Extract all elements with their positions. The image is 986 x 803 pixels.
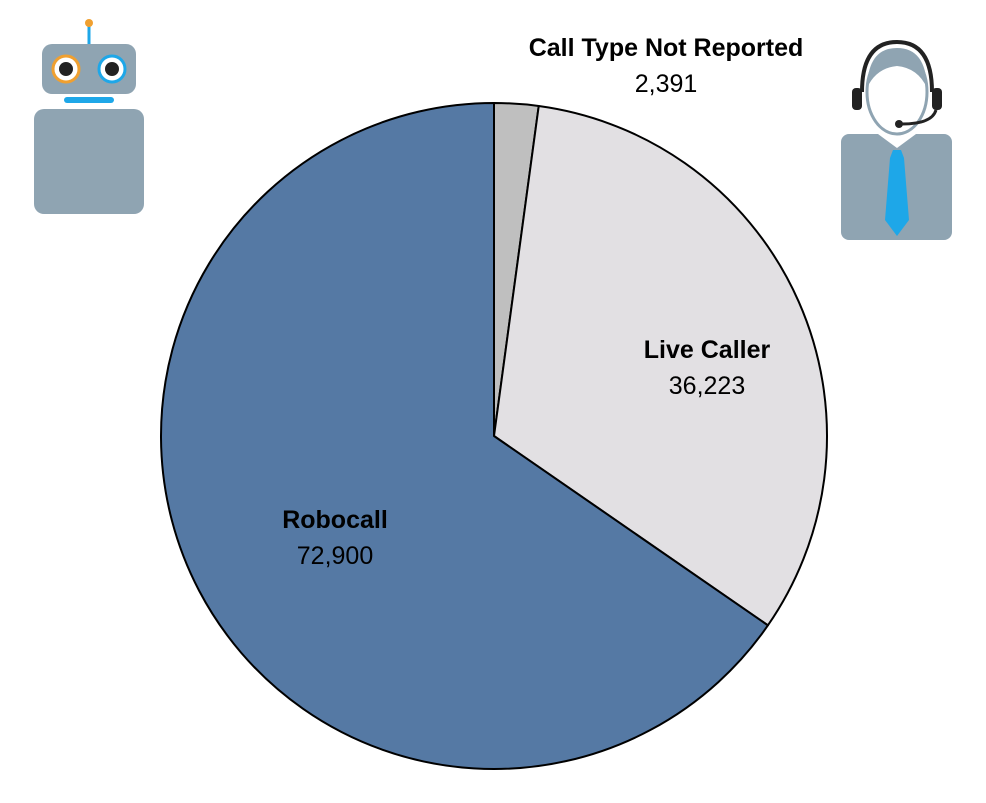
slice-value: 72,900: [296, 542, 374, 570]
slice-label-robocall: Robocall 72,900: [282, 502, 388, 574]
slice-value: 2,391: [634, 70, 698, 98]
slice-label-live-caller: Live Caller 36,223: [644, 332, 770, 404]
pie-slice-live-caller: [493, 105, 828, 627]
robot-icon: [34, 19, 144, 214]
slice-value: 36,223: [668, 372, 746, 400]
slice-label-call-type-not-reported: Call Type Not Reported 2,391: [529, 30, 804, 102]
pie-slices: [160, 102, 828, 770]
pie-slice-robocall: [160, 102, 769, 770]
slice-name: Live Caller: [643, 336, 771, 364]
headset-agent-icon: [841, 39, 952, 240]
slice-name: Robocall: [282, 506, 388, 534]
slice-name: Call Type Not Reported: [528, 34, 804, 62]
